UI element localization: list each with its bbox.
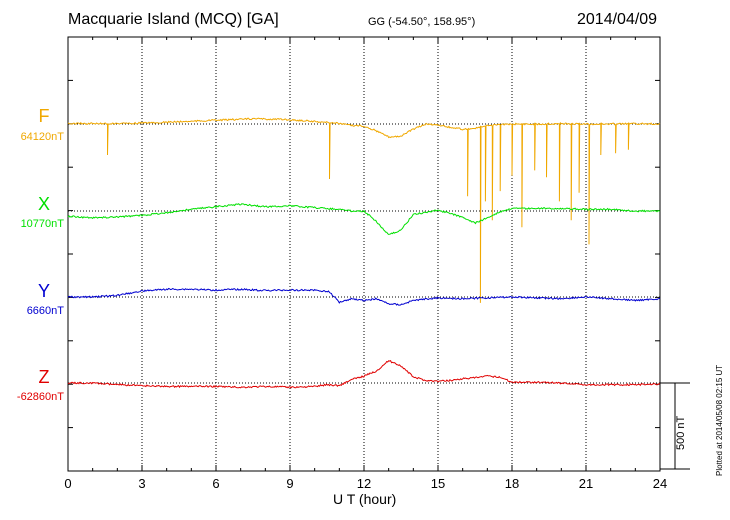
series-label-f: F xyxy=(38,106,50,126)
series-line-y xyxy=(67,287,661,306)
x-tick-label: 3 xyxy=(138,476,146,491)
series-lines xyxy=(67,117,661,389)
x-tick-label: 6 xyxy=(212,476,220,491)
x-tick-label: 15 xyxy=(430,476,446,491)
x-tick-label: 9 xyxy=(286,476,294,491)
series-label-y: Y xyxy=(37,281,50,301)
baseline-label-f: 64120nT xyxy=(20,131,64,143)
baseline-label-z: -62860nT xyxy=(16,391,64,403)
series-label-z: Z xyxy=(38,367,50,387)
scale-bar xyxy=(660,382,690,470)
chart-title: Macquarie Island (MCQ) [GA] xyxy=(68,11,279,28)
plotted-timestamp: Plotted at 2014/05/08 02:15 UT xyxy=(715,364,724,476)
x-axis-label: U T (hour) xyxy=(333,491,397,507)
vertical-grid xyxy=(141,37,587,471)
station-coordinates: GG (-54.50°, 158.95°) xyxy=(368,16,476,28)
series-line-f xyxy=(67,117,661,303)
x-tick-label: 12 xyxy=(356,476,372,491)
series-line-z xyxy=(67,360,661,389)
scale-bar-label: 500 nT xyxy=(675,415,687,450)
x-tick-label: 18 xyxy=(504,476,520,491)
x-tick-label: 24 xyxy=(652,476,668,491)
series-line-x xyxy=(67,203,661,236)
baseline-label-y: 6660nT xyxy=(26,305,64,317)
chart-date: 2014/04/09 xyxy=(577,11,658,28)
baseline-label-x: 10770nT xyxy=(20,218,64,230)
x-tick-label: 0 xyxy=(64,476,72,491)
series-label-x: X xyxy=(37,194,50,214)
x-tick-label: 21 xyxy=(578,476,594,491)
